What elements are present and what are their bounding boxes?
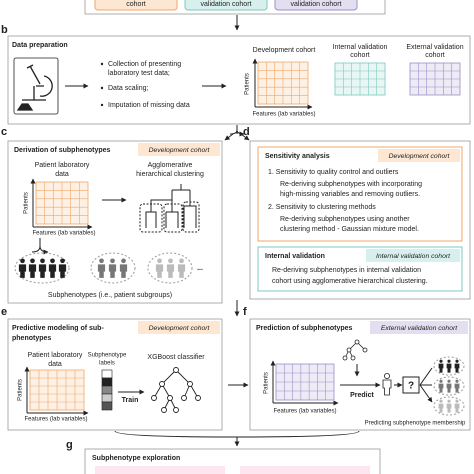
caption: Predicting subphenotype membership [365,421,466,427]
panel-letter: g [66,439,73,451]
bullet: laboratory test data; [108,70,170,77]
line: high-missing variables and removing outl… [280,191,420,198]
arrow [229,125,244,134]
label: data [55,171,69,178]
cohort-pill [274,0,358,11]
line: Re-deriving subphenotypes in internal va… [272,267,421,274]
label: Patient laboratory [28,352,83,359]
bullet: Collection of presenting [108,61,181,68]
cohort-label: validation cohort [201,1,252,8]
group-outline [147,252,193,284]
axis-label: Patients [245,73,251,95]
panel-letter: f [243,306,247,318]
tree-icon [342,339,368,361]
panel-title: phenotypes [12,335,51,342]
tag-label: Development cohort [149,325,211,332]
tag-label: External validation cohort [381,325,458,332]
panel-letter: e [1,306,7,318]
bullet: Data scaling; [108,85,149,92]
panel-letter: b [1,24,8,36]
tree-icon [151,367,201,413]
cohort-title: cohort [350,52,370,59]
panel-title: Derivation of subphenotypes [14,147,111,154]
line: Re-deriving subphenotypes using another [280,216,410,223]
label-bar [101,369,113,411]
line: 1. Sensitivity to quality control and ou… [268,169,399,176]
panel-title: Subphenotype exploration [92,455,180,462]
label: Patient laboratory [35,162,90,169]
box-title: Sensitivity analysis [265,153,330,160]
axis-label: Features (lab variables) [24,417,87,423]
pill [240,466,370,474]
line: clustering method - Gaussian mixture mod… [280,226,419,233]
tag [370,321,468,334]
label: Subphenotype [88,353,127,359]
label: labels [99,361,115,367]
panel-title: Predictive modeling of sub- [12,325,104,332]
arrow [31,238,48,252]
ellipsis: ... [197,265,203,272]
arrow [240,133,250,141]
box-title: Internal validation [265,253,325,260]
unknown-box [402,376,420,394]
cohort-title: External validation [406,44,463,51]
label: data [48,361,62,368]
tag-label: Development cohort [389,153,451,160]
cohort-label: cohort [126,1,146,8]
tag-label: Development cohort [149,147,211,154]
people-light [155,258,186,278]
label: Predict [350,392,374,399]
label: Train [122,397,139,404]
panel-title: Prediction of subphenotypes [256,325,353,332]
caption: Subphenotypes (i.e., patient subgroups) [48,292,172,299]
line: cohort using agglomerative hierarchical … [272,278,428,285]
people-gray [97,258,128,278]
arrow [114,430,360,446]
label: Agglomerative [148,162,193,169]
cohort-title: cohort [425,52,445,59]
cohort-title: Internal validation [333,44,388,51]
arrow [224,133,234,141]
axis-label: Features (lab variables) [32,231,95,237]
panel-letter: c [1,126,7,138]
axis-label: Patients [18,379,24,401]
tag [138,321,220,334]
panel-title: Data preparation [12,42,68,49]
label: hierarchical clustering [136,171,204,178]
tag [138,143,220,156]
axis-label: Patients [264,372,270,394]
tag [366,249,460,262]
cohort-pill [94,0,178,11]
axis-label: Features (lab variables) [273,409,336,415]
cohort-label: validation cohort [291,1,342,8]
line: Re-deriving subphenotypes with incorpora… [280,181,422,188]
microscope-icon [13,57,59,115]
label: XGBoost classifier [147,354,205,361]
group-outline [90,252,136,284]
sensitivity-box [257,146,463,242]
line: 2. Sensitivity to clustering methods [268,204,376,211]
group-outline [14,252,70,284]
cohort-pill [184,0,268,11]
panel-letter: d [243,126,250,138]
arrow [419,367,432,402]
panel-b [7,35,471,125]
dendrogram [139,184,200,233]
axis-label: Features (lab variables) [252,112,315,118]
axis-label: Patients [24,192,30,214]
tag-label: Internal validation cohort [376,253,451,260]
tag [378,149,460,162]
bullet: Imputation of missing data [108,102,190,109]
cohort-title: Development cohort [253,47,316,54]
pill [95,466,225,474]
unknown: ? [408,381,414,392]
